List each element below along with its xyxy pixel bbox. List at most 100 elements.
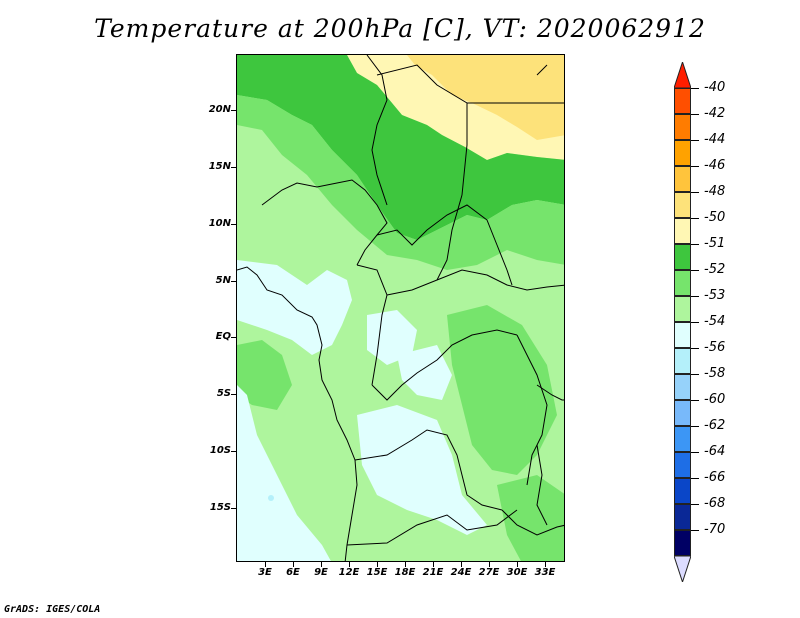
colorbar-swatch <box>674 114 691 140</box>
colorbar-label: -48 <box>704 184 726 199</box>
x-tick-label: 6E <box>286 567 300 578</box>
colorbar-tick <box>691 270 699 271</box>
map-canvas <box>237 55 564 561</box>
y-tick-label: 10S <box>209 445 231 456</box>
x-tick-label: 9E <box>314 567 328 578</box>
x-tick-label: 24E <box>450 567 472 578</box>
x-tick-mark <box>489 562 490 567</box>
border-congo-drc <box>371 329 518 401</box>
colorbar-label: -64 <box>704 444 726 459</box>
x-tick-mark <box>461 562 462 567</box>
colorbar-tick <box>691 348 699 349</box>
y-tick-mark <box>231 337 236 338</box>
coastline <box>237 266 358 561</box>
country-borders <box>237 55 564 561</box>
x-tick-mark <box>321 562 322 567</box>
border-uganda-kenya <box>536 384 564 401</box>
colorbar-label: -46 <box>704 158 726 173</box>
colorbar-label: -52 <box>704 262 726 277</box>
lake-tanganyika <box>536 444 548 526</box>
border-zambia <box>501 509 564 536</box>
colorbar-label: -68 <box>704 496 726 511</box>
fill-level-54-southwest <box>237 385 331 561</box>
colorbar-label: -58 <box>704 366 726 381</box>
y-tick-label: 20N <box>208 104 231 115</box>
border-drc-east <box>516 334 548 486</box>
colorbar-label: -60 <box>704 392 726 407</box>
x-tick-mark <box>433 562 434 567</box>
colorbar-tick <box>691 426 699 427</box>
colorbar-swatch <box>674 270 691 296</box>
x-tick-mark <box>517 562 518 567</box>
temperature-map <box>236 54 565 562</box>
border-angola-drc <box>354 429 503 511</box>
colorbar-label: -44 <box>704 132 726 147</box>
colorbar-tick <box>691 114 699 115</box>
y-tick-mark <box>231 110 236 111</box>
x-tick-label: 21E <box>422 567 444 578</box>
fill-level-52-southeast <box>497 475 564 561</box>
colorbar-tick <box>691 244 699 245</box>
colorbar-swatch <box>674 504 691 530</box>
fill-level-56-spot <box>268 495 274 501</box>
colorbar-label: -62 <box>704 418 726 433</box>
x-tick-label: 27E <box>478 567 500 578</box>
colorbar-swatch <box>674 296 691 322</box>
border-nigeria-niger <box>261 179 388 266</box>
border-libya-chad <box>376 64 468 196</box>
border-cameroon <box>356 264 388 386</box>
y-tick-label: 5N <box>215 275 231 286</box>
colorbar-tick <box>691 452 699 453</box>
colorbar-label: -56 <box>704 340 726 355</box>
y-tick-mark <box>231 508 236 509</box>
colorbar-swatch <box>674 348 691 374</box>
x-tick-label: 3E <box>258 567 272 578</box>
y-tick-label: 5S <box>216 388 231 399</box>
colorbar-label: -40 <box>704 80 726 95</box>
colorbar-swatch <box>674 88 691 114</box>
colorbar-tick <box>691 192 699 193</box>
colorbar-swatch <box>674 374 691 400</box>
colorbar-tick <box>691 530 699 531</box>
x-tick-mark <box>405 562 406 567</box>
colorbar-swatch <box>674 478 691 504</box>
colorbar-label: -53 <box>704 288 726 303</box>
x-tick-mark <box>545 562 546 567</box>
y-tick-mark <box>231 394 236 395</box>
x-tick-label: 33E <box>534 567 556 578</box>
border-car-south <box>386 269 564 296</box>
colorbar-swatch <box>674 400 691 426</box>
colorbar-tick <box>691 322 699 323</box>
colorbar-swatch <box>674 244 691 270</box>
colorbar-label: -50 <box>704 210 726 225</box>
colorbar-tick <box>691 478 699 479</box>
x-tick-label: 12E <box>338 567 360 578</box>
colorbar-swatch <box>674 530 691 556</box>
colorbar-bottom-arrow <box>674 556 691 582</box>
colorbar-swatch <box>674 426 691 452</box>
colorbar-label: -42 <box>704 106 726 121</box>
y-tick-label: 10N <box>208 218 231 229</box>
colorbar-swatch <box>674 218 691 244</box>
fill-level-50 <box>407 55 564 140</box>
colorbar-label: -70 <box>704 522 726 537</box>
y-tick-mark <box>231 451 236 452</box>
y-tick-label: 15S <box>209 502 231 513</box>
colorbar-tick <box>691 504 699 505</box>
colorbar-swatch <box>674 166 691 192</box>
colorbar-top-arrow <box>674 62 691 88</box>
chart-title: Temperature at 200hPa [C], VT: 202006291… <box>94 14 706 43</box>
fill-level-52-east <box>447 305 557 475</box>
colorbar-swatch <box>674 322 691 348</box>
x-tick-label: 30E <box>506 567 528 578</box>
fill-level-52 <box>237 95 564 270</box>
fill-level-52-dark <box>237 55 564 240</box>
colorbar-bottom-arrow-shape <box>674 556 691 582</box>
colorbar-tick <box>691 166 699 167</box>
border-sudan-south <box>486 219 513 286</box>
fill-level-54-central <box>367 310 417 365</box>
colorbar-tick <box>691 400 699 401</box>
x-tick-label: 15E <box>366 567 388 578</box>
y-tick-label: EQ <box>215 331 231 342</box>
fill-level-54-south <box>357 405 487 535</box>
